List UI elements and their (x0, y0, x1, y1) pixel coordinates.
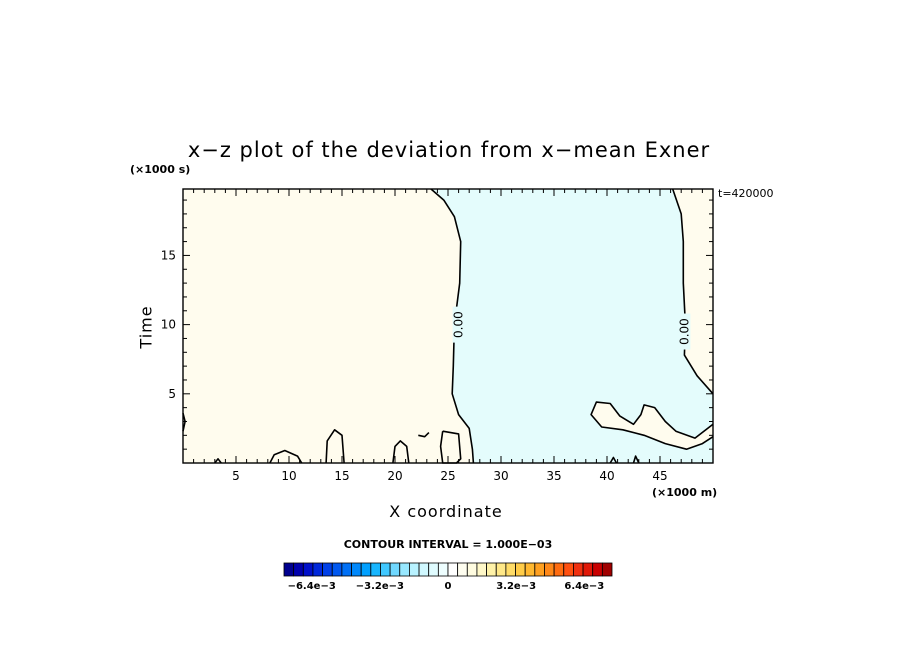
colorbar-tick-label: −6.4e−3 (288, 581, 336, 592)
contour-line-5 (325, 428, 345, 464)
contour-label-left-bg (452, 306, 465, 343)
colorbar-swatch (457, 562, 468, 577)
colorbar: −6.4e−3 −3.2e−3 0 3.2e−3 6.4e−3 (283, 562, 613, 592)
colorbar-swatch (447, 562, 459, 577)
x-tick-label: 30 (493, 469, 508, 483)
contour-label-left: 0.00 (452, 311, 466, 338)
colorbar-swatch (283, 562, 295, 577)
y-tick-label: 5 (168, 387, 176, 401)
colorbar-tick-label: 6.4e−3 (564, 581, 604, 592)
colorbar-swatch (534, 562, 545, 577)
colorbar-swatch (524, 562, 536, 577)
contour-line-0 (430, 188, 475, 464)
x-tick-label: 40 (599, 469, 614, 483)
colorbar-swatch (428, 562, 439, 577)
contour-line-1 (671, 188, 714, 395)
colorbar-swatch (515, 562, 526, 577)
x-tick-label: 20 (387, 469, 402, 483)
contour-lines (182, 188, 714, 464)
colorbar-swatch (389, 562, 401, 577)
colorbar-swatch (351, 562, 362, 577)
colorbar-swatch (360, 562, 372, 577)
y-tick-label: 10 (161, 318, 176, 332)
positive-region-1 (440, 431, 461, 463)
axis-ticks: 5 10 15 20 25 30 35 40 45 5 10 15 (161, 189, 713, 483)
contour-line-9 (632, 455, 640, 464)
x-tick-label: 15 (334, 469, 349, 483)
colorbar-swatch (331, 562, 343, 577)
y-tick-label: 15 (161, 248, 176, 262)
colorbar-swatch (322, 562, 333, 577)
contour-label-right-bg (678, 313, 691, 350)
contour-line-8 (609, 456, 618, 464)
colorbar-swatch (582, 562, 594, 577)
x-tick-label: 35 (546, 469, 561, 483)
colorbar-swatch (399, 562, 410, 577)
colorbar-tick-label: 0 (445, 581, 452, 592)
colorbar-swatch (466, 562, 478, 577)
colorbar-swatch (409, 562, 420, 577)
time-label: t=420000 (718, 187, 774, 200)
x-tick-label: 25 (440, 469, 455, 483)
colorbar-swatch (418, 562, 430, 577)
colorbar-swatch (476, 562, 487, 577)
contour-interval-label: CONTOUR INTERVAL = 1.000E−03 (343, 538, 553, 551)
contour-labels: 0.00 0.00 (452, 306, 691, 350)
contour-line-7 (418, 432, 430, 438)
colorbar-swatch (601, 562, 613, 577)
colorbar-swatch (293, 562, 304, 577)
colorbar-swatch (437, 562, 449, 577)
contour-line-4 (269, 449, 303, 464)
colorbar-swatch (544, 562, 555, 577)
x-axis-scale-label: (×1000 m) (652, 486, 718, 499)
colorbar-swatch (312, 562, 323, 577)
colorbar-swatch (505, 562, 516, 577)
colorbar-swatch (380, 562, 391, 577)
contour-line-10 (214, 457, 222, 464)
x-tick-label: 45 (652, 469, 667, 483)
contour-label-right: 0.00 (677, 318, 691, 345)
chart-title: x−z plot of the deviation from x−mean Ex… (187, 138, 711, 162)
colorbar-swatch (592, 562, 603, 577)
x-tick-label: 5 (232, 469, 240, 483)
contour-line-6 (392, 440, 410, 464)
contour-fills (183, 189, 713, 463)
x-axis-label: X coordinate (389, 502, 503, 521)
colorbar-swatch (302, 562, 314, 577)
contour-line-2 (590, 401, 714, 451)
colorbar-swatch (563, 562, 574, 577)
colorbar-tick-label: −3.2e−3 (356, 581, 404, 592)
colorbar-swatch (495, 562, 507, 577)
colorbar-swatch (573, 562, 584, 577)
negative-region-0 (431, 189, 713, 463)
colorbar-swatch (553, 562, 565, 577)
colorbar-swatch (341, 562, 352, 577)
x-tick-label: 10 (281, 469, 296, 483)
y-axis-scale-label: (×1000 s) (130, 163, 191, 176)
colorbar-tick-label: 3.2e−3 (496, 581, 536, 592)
colorbar-swatch (486, 562, 497, 577)
colorbar-swatch (370, 562, 381, 577)
